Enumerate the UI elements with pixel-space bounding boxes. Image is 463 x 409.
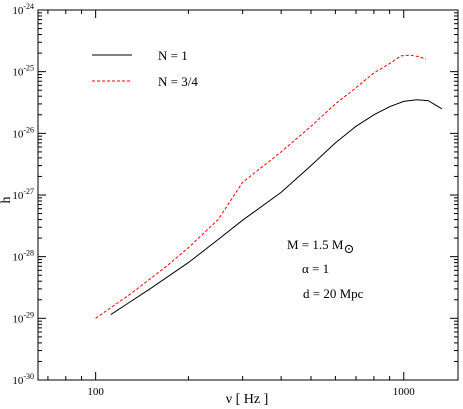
legend: N = 1 N = 3/4: [92, 48, 198, 89]
y-tick-label: 10-25: [12, 64, 34, 79]
series-line-n34: [95, 54, 427, 319]
x-axis: 100 1000: [47, 10, 416, 398]
series-line-n1: [110, 99, 443, 316]
y-tick-label: 10-28: [12, 249, 34, 264]
series-layer: [95, 54, 443, 319]
x-tick-label: 1000: [393, 386, 416, 398]
distance-annotation: d = 20 Mpc: [303, 286, 364, 301]
y-tick-label: 10-27: [12, 187, 34, 202]
y-tick-label: 10-29: [12, 310, 34, 325]
y-axis: 10-30 10-29 10-28 10-27 10-26 10-25 10-24: [12, 2, 458, 387]
y-tick-label: 10-26: [12, 125, 34, 140]
legend-label-n1: N = 1: [158, 48, 188, 63]
alpha-annotation: α = 1: [302, 261, 329, 276]
parameter-annotations: M = 1.5 M⊙ α = 1 d = 20 Mpc: [287, 237, 364, 301]
x-axis-title: ν [ Hz ]: [226, 392, 268, 407]
x-tick-label: 100: [87, 386, 104, 398]
y-tick-label: 10-30: [12, 372, 34, 387]
legend-label-n34: N = 3/4: [158, 74, 198, 89]
y-tick-label: 10-24: [12, 2, 34, 17]
plot-frame: [37, 9, 459, 381]
y-axis-title: ĥ: [0, 197, 14, 204]
mass-annotation: M = 1.5 M⊙: [287, 237, 354, 256]
